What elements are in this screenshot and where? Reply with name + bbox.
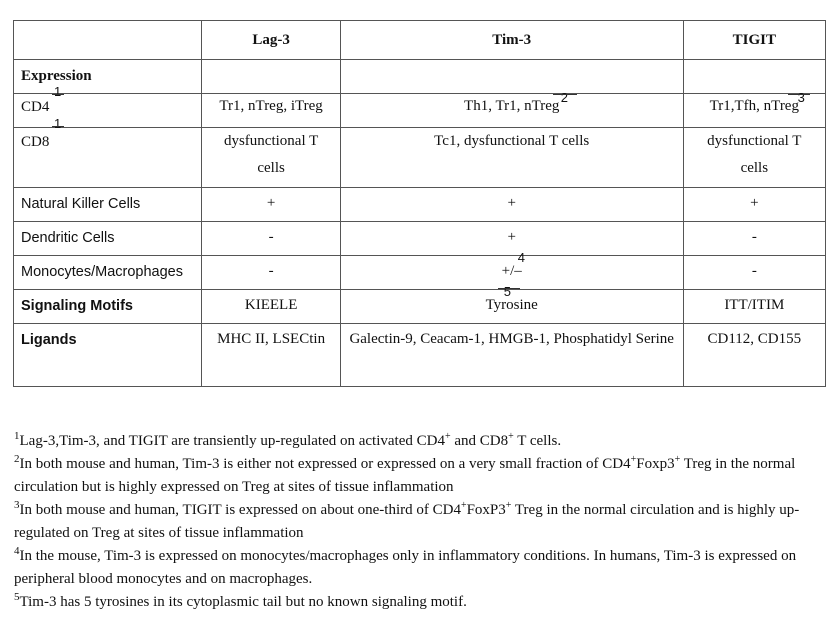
table-cell: + bbox=[339, 187, 684, 222]
table-cell: - bbox=[201, 255, 341, 290]
row-label: Signaling Motifs bbox=[12, 289, 203, 324]
expression-table: Lag-3 Tim-3 TIGIT Expression 1 CD4 Tr1, … bbox=[12, 20, 827, 387]
divider bbox=[787, 94, 810, 95]
table-cell: dysfunctional T cells bbox=[682, 127, 827, 188]
footnote-3: 3In both mouse and human, TIGIT is expre… bbox=[14, 499, 800, 542]
table-cell: dysfunctional T cells bbox=[201, 127, 341, 188]
footnote-2: 2In both mouse and human, Tim-3 is eithe… bbox=[14, 453, 796, 496]
row-label: 1 CD8 bbox=[12, 116, 203, 188]
header-tim3: Tim-3 bbox=[339, 20, 684, 60]
header-blank bbox=[12, 20, 203, 60]
table-cell bbox=[201, 59, 341, 94]
table-cell: KIEELE bbox=[201, 289, 341, 324]
row-label: Natural Killer Cells bbox=[12, 187, 203, 222]
footnotes: 1Lag-3,Tim-3, and TIGIT are transiently … bbox=[14, 430, 829, 614]
footnote-ref: 3 bbox=[797, 90, 805, 105]
table-cell: Tr1, nTreg, iTreg bbox=[201, 93, 341, 128]
row-label: Expression bbox=[12, 59, 203, 94]
row-label: Ligands bbox=[12, 323, 203, 387]
table-cell: - bbox=[682, 255, 827, 290]
table-cell: Tyrosine bbox=[339, 289, 684, 324]
table-row: Natural Killer Cells + + + bbox=[12, 187, 827, 222]
table-cell: CD112, CD155 bbox=[682, 323, 827, 387]
table-cell: - bbox=[682, 221, 827, 256]
table-row: Dendritic Cells - + 4 - bbox=[12, 221, 827, 265]
table-cell: 2 Th1, Tr1, nTreg bbox=[339, 90, 684, 128]
table-cell: + bbox=[682, 187, 827, 222]
table-cell: - bbox=[201, 221, 341, 256]
table-cell: +/– 5 bbox=[339, 255, 684, 299]
table-row: Signaling Motifs KIEELE Tyrosine ITT/ITI… bbox=[12, 289, 827, 324]
table-cell: MHC II, LSECtin bbox=[201, 323, 341, 387]
row-label: 1 CD4 bbox=[12, 84, 203, 128]
table-cell: Tc1, dysfunctional T cells bbox=[339, 127, 684, 188]
divider bbox=[552, 94, 577, 95]
table-cell: + bbox=[201, 187, 341, 222]
table-cell: Galectin-9, Ceacam-1, HMGB-1, Phosphatid… bbox=[339, 323, 684, 387]
table-cell: + 4 bbox=[339, 221, 684, 265]
header-lag3: Lag-3 bbox=[201, 20, 341, 60]
footnote-4: 4In the mouse, Tim-3 is expressed on mon… bbox=[14, 545, 797, 588]
table-cell bbox=[339, 59, 684, 94]
row-label: Monocytes/Macrophages bbox=[12, 255, 203, 290]
table-row: Monocytes/Macrophages - +/– 5 - bbox=[12, 255, 827, 299]
footnote-ref: 2 bbox=[560, 90, 569, 105]
divider bbox=[52, 126, 64, 127]
table-row: Expression bbox=[12, 59, 827, 94]
divider bbox=[52, 94, 64, 95]
table-row: 1 CD4 Tr1, nTreg, iTreg 2 Th1, Tr1, nTre… bbox=[12, 84, 827, 128]
header-tigit: TIGIT bbox=[682, 20, 827, 60]
footnote-1: 1Lag-3,Tim-3, and TIGIT are transiently … bbox=[14, 430, 562, 450]
footnote-ref: 1 bbox=[54, 116, 62, 131]
table-cell: 3 Tr1,Tfh, nTreg bbox=[682, 90, 827, 128]
table-row: Ligands MHC II, LSECtin Galectin-9, Ceac… bbox=[12, 323, 827, 387]
footnote-ref: 1 bbox=[54, 84, 62, 99]
table-row: 1 CD8 dysfunctional T cells Tc1, dysfunc… bbox=[12, 116, 827, 188]
table-cell: ITT/ITIM bbox=[682, 289, 827, 324]
footnote-5: 5Tim-3 has 5 tyrosines in its cytoplasmi… bbox=[14, 591, 467, 611]
divider bbox=[497, 288, 520, 289]
row-label: Dendritic Cells bbox=[12, 221, 203, 256]
header-row: Lag-3 Tim-3 TIGIT bbox=[12, 20, 827, 60]
